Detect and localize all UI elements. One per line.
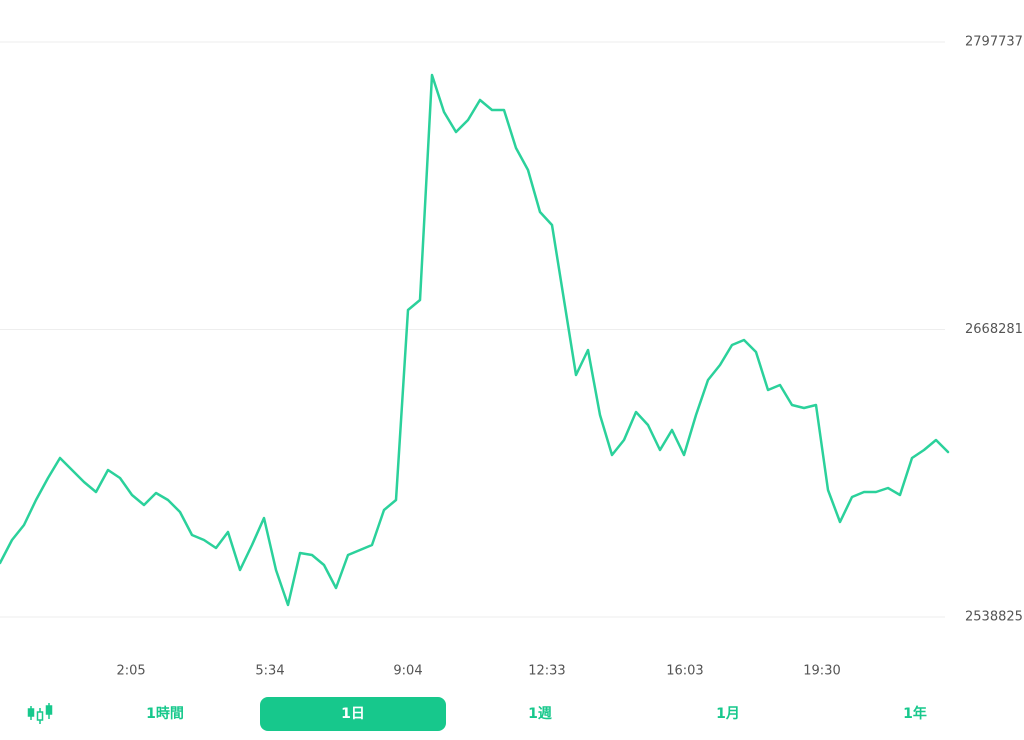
x-tick-label: 5:34 bbox=[255, 664, 284, 679]
y-tick-label: 2538825 bbox=[965, 610, 1023, 625]
tab[interactable]: 1時間 bbox=[146, 705, 184, 722]
x-tick-label: 12:33 bbox=[528, 664, 565, 679]
x-tick-label: 9:04 bbox=[393, 664, 422, 679]
x-tick-label: 19:30 bbox=[803, 664, 840, 679]
tab[interactable]: 1月 bbox=[716, 706, 740, 722]
candle-icon[interactable] bbox=[27, 703, 53, 724]
tab-bar: 1時間 1日 1週 1月 1年 bbox=[146, 697, 927, 731]
tab-selected-bg[interactable] bbox=[260, 697, 446, 731]
tab-selected[interactable]: 1日 bbox=[341, 706, 365, 722]
x-tick-label: 16:03 bbox=[666, 664, 703, 679]
price-line bbox=[0, 73, 950, 607]
x-tick-label: 2:05 bbox=[116, 664, 145, 679]
y-tick-label: 2797737 bbox=[965, 35, 1023, 50]
tab[interactable]: 1年 bbox=[903, 705, 927, 722]
tab[interactable]: 1週 bbox=[528, 706, 552, 722]
y-tick-label: 2668281 bbox=[965, 322, 1023, 337]
